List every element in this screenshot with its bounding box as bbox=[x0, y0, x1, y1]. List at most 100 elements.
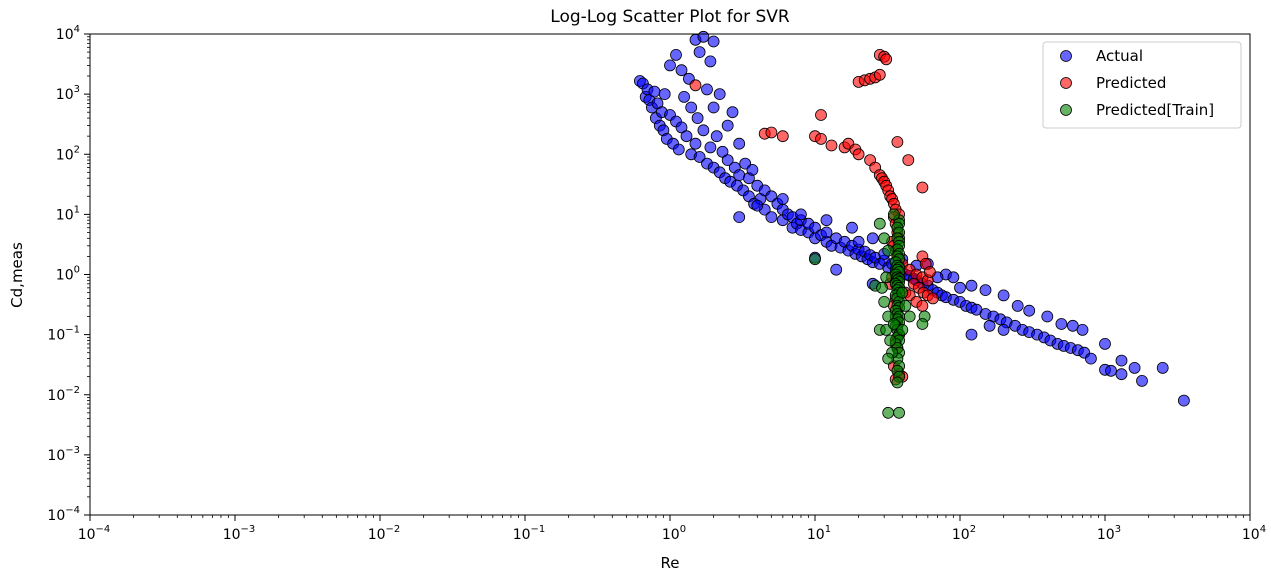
data-point bbox=[746, 163, 759, 176]
data-point bbox=[815, 109, 827, 121]
data-point bbox=[852, 148, 865, 161]
data-point bbox=[664, 59, 676, 72]
data-point bbox=[979, 284, 992, 297]
data-point bbox=[903, 310, 916, 323]
x-tick-label: 102 bbox=[952, 524, 976, 543]
data-point bbox=[726, 106, 739, 119]
x-tick-label: 104 bbox=[1242, 524, 1266, 543]
data-point bbox=[809, 253, 821, 266]
data-point bbox=[704, 141, 717, 154]
data-point bbox=[899, 299, 912, 312]
y-tick-label: 10−1 bbox=[47, 325, 80, 344]
data-point bbox=[846, 221, 858, 234]
data-point bbox=[697, 30, 710, 43]
legend-marker-actual bbox=[1060, 50, 1072, 62]
data-point bbox=[902, 154, 915, 167]
data-point bbox=[678, 91, 690, 103]
data-point bbox=[965, 328, 978, 341]
data-point bbox=[924, 266, 936, 278]
data-point bbox=[733, 137, 746, 150]
data-point bbox=[882, 406, 895, 419]
data-point bbox=[893, 406, 905, 419]
data-point bbox=[880, 53, 893, 66]
legend-marker-predicted-train bbox=[1060, 104, 1072, 116]
data-point bbox=[716, 145, 729, 158]
data-point bbox=[815, 132, 827, 145]
y-tick-label: 100 bbox=[56, 265, 80, 284]
legend: Actual Predicted Predicted[Train] bbox=[1042, 41, 1242, 129]
y-tick-label: 102 bbox=[56, 144, 80, 163]
data-point bbox=[954, 281, 966, 294]
data-point bbox=[795, 208, 807, 221]
data-point bbox=[1156, 361, 1169, 374]
data-point bbox=[776, 130, 789, 143]
data-point bbox=[983, 319, 996, 332]
series-2 bbox=[809, 208, 931, 419]
legend-label-predicted-train: Predicted[Train] bbox=[1096, 101, 1214, 119]
data-point bbox=[997, 323, 1010, 336]
data-point bbox=[876, 281, 888, 294]
data-point bbox=[1128, 361, 1141, 374]
data-point bbox=[704, 55, 717, 68]
y-axis-title: Cd,meas bbox=[8, 242, 26, 308]
data-point bbox=[1076, 323, 1089, 336]
data-point bbox=[888, 318, 900, 330]
data-point bbox=[1136, 374, 1148, 387]
data-point bbox=[965, 279, 978, 292]
data-point bbox=[896, 286, 909, 299]
y-tick-label: 104 bbox=[56, 24, 80, 43]
data-point bbox=[873, 68, 886, 81]
data-point bbox=[675, 64, 688, 77]
data-point bbox=[693, 151, 706, 163]
data-point bbox=[1055, 318, 1068, 330]
data-point bbox=[765, 211, 778, 224]
legend-label-actual: Actual bbox=[1096, 47, 1143, 65]
data-point bbox=[873, 217, 886, 230]
data-point bbox=[927, 292, 939, 305]
x-tick-label: 10−1 bbox=[513, 524, 546, 543]
data-point bbox=[1011, 299, 1024, 312]
data-point bbox=[701, 83, 713, 96]
data-point bbox=[825, 139, 838, 152]
data-point bbox=[675, 121, 688, 134]
y-ticks-layer: 10−4 10−3 10−2 10−1 100 101 102 103 104 bbox=[47, 24, 90, 524]
x-tick-label: 101 bbox=[807, 524, 831, 543]
data-point bbox=[878, 295, 891, 308]
x-tick-label: 103 bbox=[1097, 524, 1121, 543]
y-tick-label: 10−2 bbox=[47, 385, 80, 404]
data-point bbox=[1178, 394, 1190, 407]
data-point bbox=[689, 79, 702, 92]
data-point bbox=[880, 271, 893, 284]
data-point bbox=[830, 263, 843, 276]
data-point bbox=[697, 124, 710, 137]
data-point bbox=[713, 88, 726, 100]
data-point bbox=[721, 154, 734, 167]
data-point bbox=[1085, 352, 1097, 365]
data-point bbox=[693, 46, 706, 58]
data-point bbox=[776, 193, 789, 205]
data-point bbox=[820, 214, 833, 227]
legend-box bbox=[1042, 41, 1242, 129]
data-point bbox=[916, 181, 929, 194]
data-point bbox=[896, 323, 909, 336]
chart-title: Log-Log Scatter Plot for SVR bbox=[550, 7, 790, 27]
data-point bbox=[721, 119, 734, 132]
data-point bbox=[733, 211, 746, 224]
data-point bbox=[765, 126, 778, 139]
data-point bbox=[882, 352, 895, 365]
data-point bbox=[1115, 354, 1128, 367]
y-tick-label: 101 bbox=[56, 204, 80, 223]
data-point bbox=[916, 318, 929, 330]
data-point bbox=[882, 244, 895, 257]
data-point bbox=[852, 235, 865, 248]
series-0 bbox=[634, 30, 1190, 407]
data-point bbox=[866, 232, 879, 245]
data-point bbox=[891, 136, 904, 148]
data-point bbox=[1115, 368, 1128, 381]
data-point bbox=[680, 130, 693, 143]
data-point bbox=[997, 289, 1010, 302]
data-point bbox=[947, 271, 960, 284]
data-point bbox=[707, 101, 720, 114]
x-tick-label: 10−2 bbox=[368, 524, 401, 543]
